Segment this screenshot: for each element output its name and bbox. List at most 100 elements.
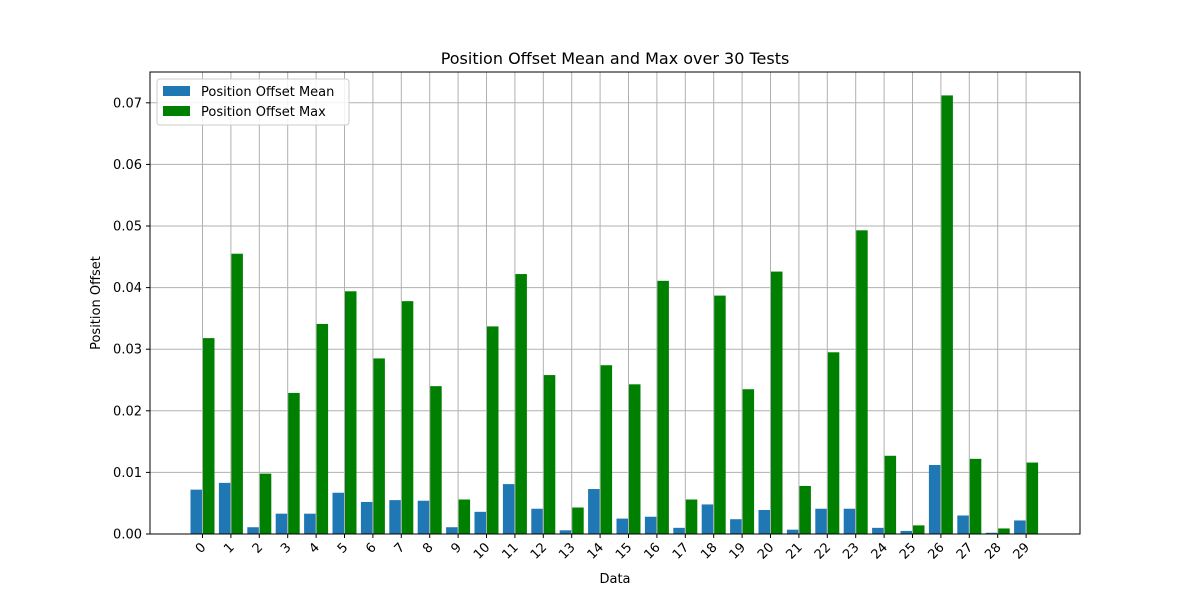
y-tick-label: 0.04	[113, 281, 142, 296]
bar-mean	[758, 509, 770, 534]
x-tick-label: 5	[335, 540, 351, 556]
bar-max	[714, 295, 726, 534]
x-tick-label: 7	[392, 540, 408, 556]
x-tick-label: 19	[727, 540, 749, 562]
bar-mean	[389, 500, 401, 534]
x-tick-label: 12	[528, 540, 550, 562]
legend-label-mean: Position Offset Mean	[201, 85, 334, 100]
bar-max	[600, 365, 613, 534]
x-tick-label: 22	[812, 540, 834, 562]
bar-max	[401, 301, 414, 534]
bar-mean	[928, 465, 941, 534]
chart-title: Position Offset Mean and Max over 30 Tes…	[441, 49, 790, 68]
x-tick-label: 25	[897, 540, 919, 562]
legend: Position Offset Mean Position Offset Max	[156, 78, 350, 126]
bar-max	[316, 323, 329, 534]
bar-mean	[673, 527, 685, 534]
bar-max	[856, 230, 868, 534]
bar-max	[345, 291, 357, 534]
grid-lines	[150, 72, 1080, 535]
y-tick-label: 0.07	[113, 96, 142, 111]
y-axis-label: Position Offset	[89, 256, 104, 350]
y-tick-label: 0.03	[113, 343, 142, 358]
bar-mean	[360, 501, 373, 534]
x-tick-label: 2	[250, 540, 266, 556]
x-tick-label: 14	[585, 540, 607, 562]
x-tick-label: 11	[499, 540, 521, 562]
x-tick-label: 4	[306, 540, 322, 556]
bar-mean	[957, 515, 969, 534]
x-tick-label: 17	[670, 540, 692, 562]
x-tick-label: 29	[1011, 540, 1033, 562]
x-tick-label: 1	[221, 540, 237, 556]
bar-max	[373, 358, 385, 534]
x-tick-label: 24	[869, 540, 891, 562]
bar-max	[487, 326, 499, 534]
bar-mean	[588, 489, 600, 534]
bar-max	[827, 352, 840, 534]
bar-max	[771, 271, 783, 534]
bar-max	[288, 392, 300, 534]
x-tick-label: 15	[613, 540, 635, 562]
bar-max	[458, 499, 471, 534]
bar-max	[543, 375, 556, 534]
bar-mean	[985, 532, 998, 534]
y-tick-label: 0.05	[113, 220, 142, 235]
bar-mean	[701, 504, 714, 534]
x-tick-label: 9	[448, 540, 464, 556]
bar-mean	[304, 513, 316, 534]
bars	[190, 95, 1039, 535]
y-tick-label: 0.00	[113, 528, 142, 543]
bar-mean	[559, 530, 572, 534]
bar-max	[203, 338, 215, 534]
x-axis-ticks: 0 1 2 3 4 5 6 7 8 9 10 11 12 13 14 15 16 17 18 19 20 21 22 23 24…	[193, 534, 1033, 563]
bar-max	[572, 507, 584, 534]
bar-mean	[616, 518, 628, 534]
bar-mean	[417, 500, 430, 534]
bar-max	[629, 384, 641, 534]
bar-mean	[446, 527, 458, 534]
bar-max	[430, 386, 442, 534]
bar-max	[998, 528, 1010, 534]
x-tick-label: 6	[363, 540, 379, 556]
legend-label-max: Position Offset Max	[201, 105, 326, 120]
x-tick-label: 3	[278, 540, 294, 556]
bar-max	[742, 389, 755, 534]
x-tick-label: 16	[641, 540, 663, 562]
bar-mean	[218, 482, 231, 534]
x-tick-label: 18	[698, 540, 720, 562]
bar-max	[685, 499, 698, 534]
x-tick-label: 28	[982, 540, 1004, 562]
x-axis-label: Data	[599, 572, 630, 587]
x-tick-label: 21	[783, 540, 805, 562]
bar-mean	[502, 484, 515, 534]
bar-mean	[786, 529, 799, 534]
bar-mean	[247, 527, 259, 534]
legend-swatch-mean	[163, 86, 190, 96]
bar-mean	[190, 489, 202, 534]
bar-max	[969, 458, 982, 534]
bar-mean	[872, 527, 884, 534]
bar-max	[657, 280, 669, 534]
y-axis-ticks: 0.00 0.01 0.02 0.03 0.04 0.05 0.06 0.07	[113, 96, 150, 543]
bar-max	[941, 95, 953, 535]
bar-max	[259, 473, 272, 534]
bar-max	[913, 525, 925, 534]
y-tick-label: 0.06	[113, 158, 142, 173]
legend-box	[156, 78, 350, 126]
bar-max	[884, 455, 897, 534]
plot-frame	[149, 71, 1081, 535]
bar-mean	[730, 519, 742, 534]
x-tick-label: 8	[420, 540, 436, 556]
bar-mean	[332, 492, 344, 534]
bar-max	[799, 485, 811, 534]
bar-max	[515, 274, 527, 534]
bar-mean	[815, 508, 827, 534]
y-tick-label: 0.02	[113, 404, 142, 419]
bar-max	[1026, 462, 1039, 534]
x-tick-label: 23	[840, 540, 862, 562]
bar-mean	[644, 516, 657, 534]
bar-mean	[275, 513, 288, 534]
bar-mean	[900, 530, 912, 534]
